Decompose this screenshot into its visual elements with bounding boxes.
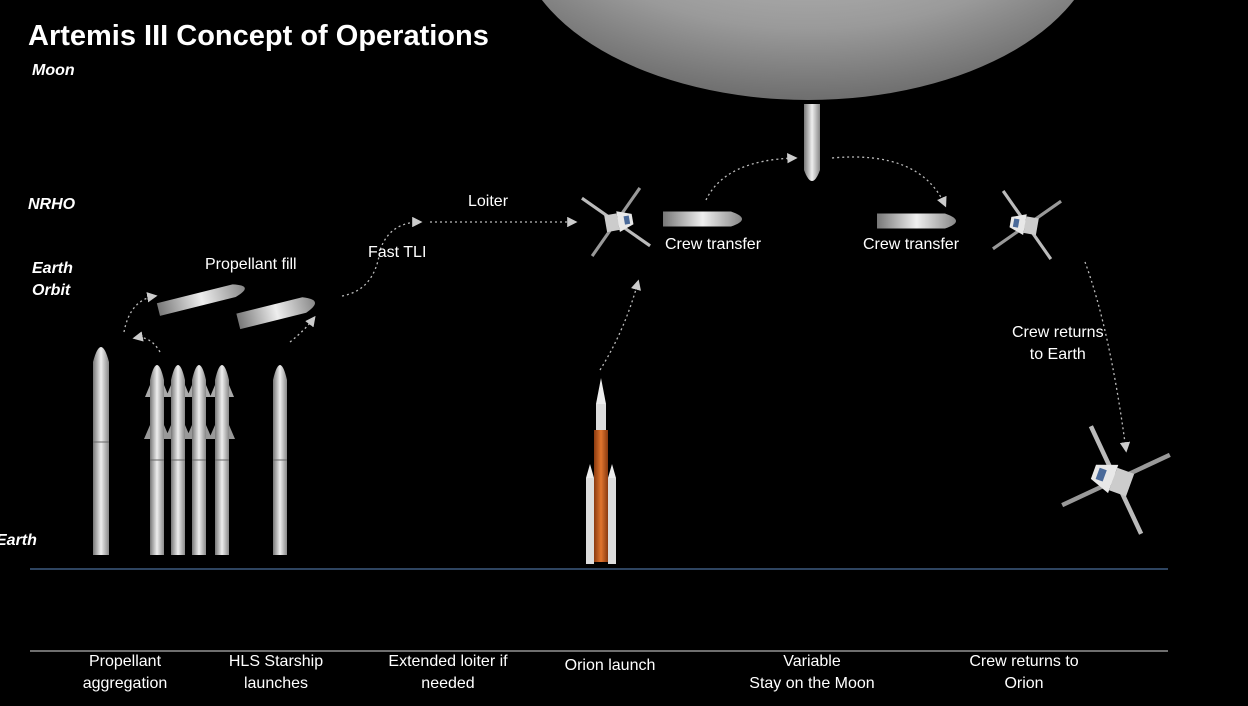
upper-stage [596, 404, 606, 430]
phase-label: Crew returns to Orion [934, 651, 1114, 695]
hull [877, 214, 956, 229]
hull [236, 295, 317, 330]
starship [165, 365, 191, 555]
starship [209, 365, 235, 555]
starship [186, 365, 212, 555]
booster [586, 478, 594, 564]
phase-label: Variable Stay on the Moon [722, 651, 902, 695]
starship [273, 365, 287, 555]
annotation: Fast TLI [368, 242, 426, 264]
orion [993, 191, 1061, 259]
annotation: Crew returns to Earth [1012, 322, 1104, 366]
starship [236, 295, 317, 330]
hull [804, 104, 820, 181]
arrow [832, 157, 945, 205]
annotation: Loiter [468, 191, 508, 213]
level-label: Earth [0, 530, 37, 552]
sls-rocket [586, 378, 616, 564]
phase-label: Extended loiter if needed [358, 651, 538, 695]
starship [877, 214, 956, 229]
slide: Artemis III Concept of Operations Moon N… [0, 0, 1248, 706]
hull [663, 212, 742, 227]
starship [663, 212, 742, 227]
arrow [600, 282, 638, 370]
starship [93, 347, 109, 555]
hull [93, 347, 109, 555]
annotation: Propellant fill [205, 254, 297, 276]
arrow [706, 158, 795, 200]
lae [596, 378, 606, 404]
hull [157, 282, 247, 316]
moon [516, 0, 1100, 100]
starship [144, 365, 170, 555]
core-stage [594, 430, 608, 562]
lander [804, 104, 820, 181]
phase-label: HLS Starship launches [186, 651, 366, 695]
orion [582, 188, 650, 256]
annotation: Crew transfer [863, 234, 959, 256]
starship [157, 282, 247, 316]
annotation: Crew transfer [665, 234, 761, 256]
phase-label: Orion launch [520, 655, 700, 677]
level-label: Moon [32, 60, 75, 82]
level-label: NRHO [28, 194, 75, 216]
orion [1062, 426, 1170, 534]
booster [608, 478, 616, 564]
arrow [124, 296, 155, 332]
level-label: Earth Orbit [32, 258, 73, 302]
title: Artemis III Concept of Operations [28, 18, 489, 54]
arrow [135, 338, 160, 352]
arrow [290, 318, 314, 342]
